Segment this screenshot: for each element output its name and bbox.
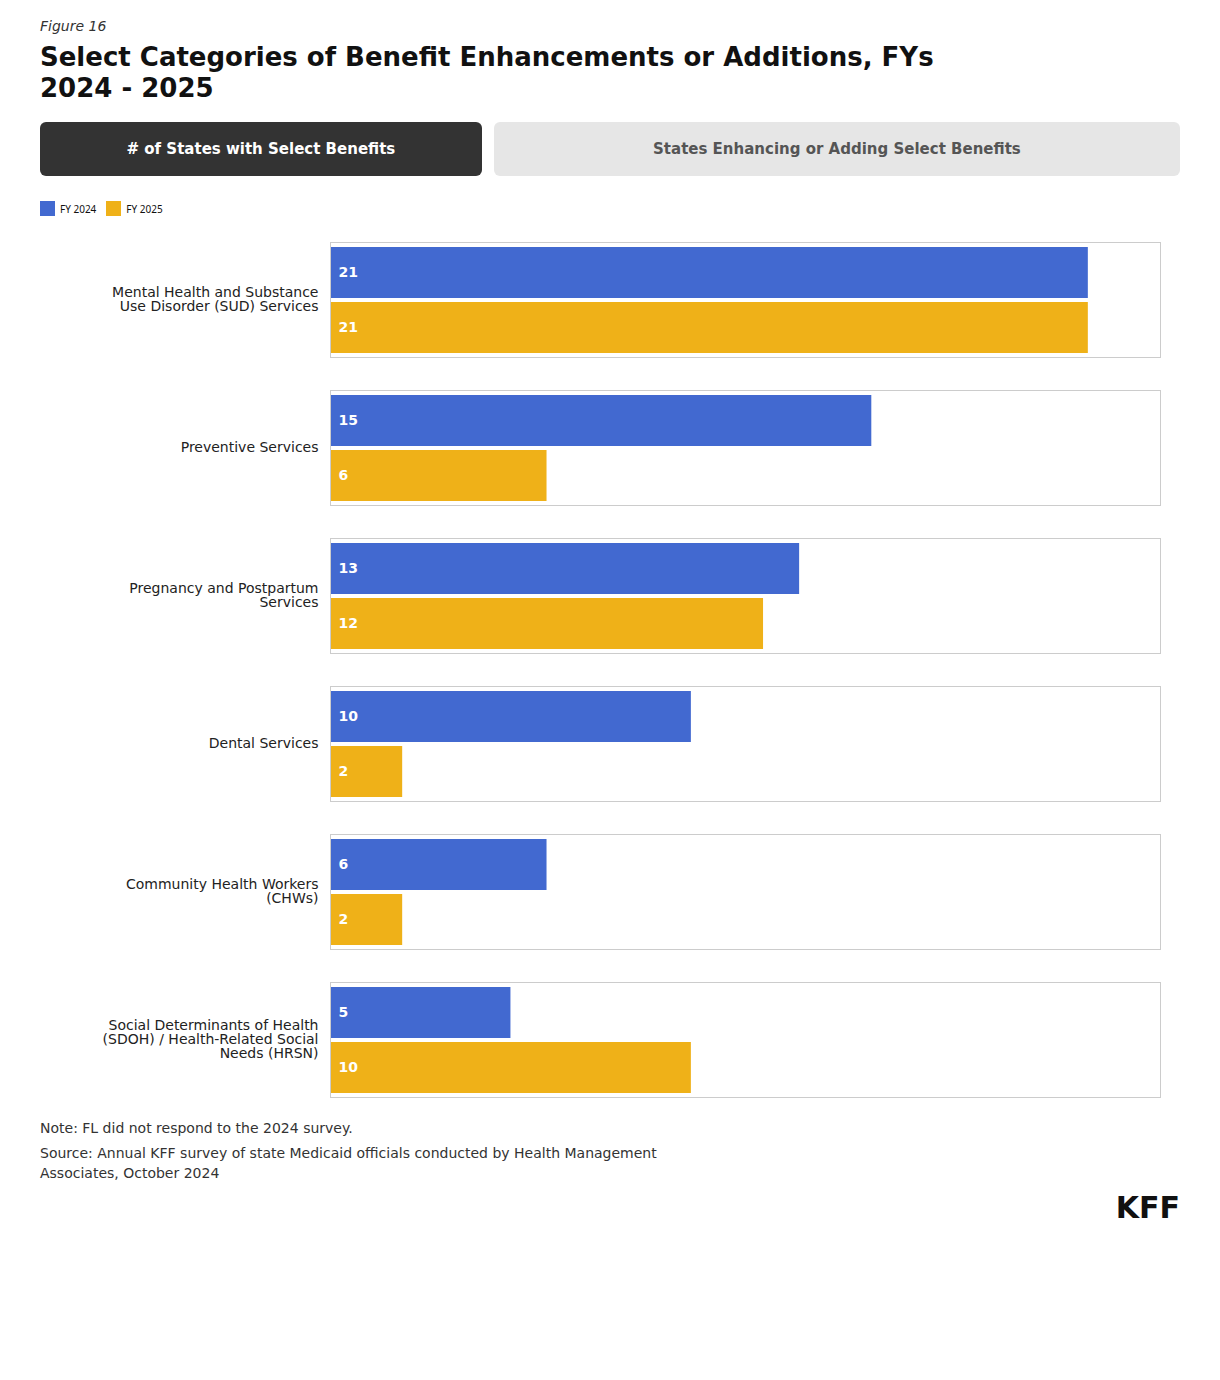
svg-text:Social Determinants of Health(: Social Determinants of Health(SDOH) / He… (103, 1018, 319, 1062)
html-text:Select Categories of Benefit E: Select Categories of Benefit Enhancement… (40, 42, 934, 104)
svg-text:Dental Services: Dental Services (209, 736, 319, 752)
html-text:KFF: KFF (1115, 1189, 1180, 1225)
svg-text:6: 6 (339, 857, 349, 873)
svg-text:Preventive Services: Preventive Services (181, 440, 319, 456)
svg-text:Pregnancy and PostpartumServic: Pregnancy and PostpartumServices (129, 581, 318, 611)
svg-text:21: 21 (339, 320, 358, 336)
html-text:FY 2025: FY 2025 (126, 201, 163, 216)
svg-text:Mental Health and SubstanceUse: Mental Health and SubstanceUse Disorder … (112, 285, 318, 315)
svg-text:Community Health Workers(CHWs): Community Health Workers(CHWs) (126, 877, 319, 907)
svg-text:2: 2 (339, 764, 349, 780)
html-text:States Enhancing or Adding Sel: States Enhancing or Adding Select Benefi… (653, 140, 1021, 159)
svg-text:12: 12 (339, 616, 358, 632)
svg-text:21: 21 (339, 265, 358, 281)
html-text:# of States with Select Benefi: # of States with Select Benefits (126, 140, 396, 159)
svg-text:6: 6 (339, 468, 349, 484)
svg-text:13: 13 (339, 561, 358, 577)
svg-text:10: 10 (339, 1060, 359, 1076)
svg-text:2: 2 (339, 912, 349, 928)
html-text:Source: Annual KFF survey of s: Source: Annual KFF survey of state Medic… (40, 1145, 657, 1181)
html-text:FY 2024: FY 2024 (60, 201, 97, 216)
svg-text:15: 15 (339, 413, 358, 429)
html-text:Figure 16: Figure 16 (40, 18, 107, 34)
svg-text:10: 10 (339, 709, 359, 725)
html-text:Note: FL did not respond to th: Note: FL did not respond to the 2024 sur… (40, 1120, 353, 1137)
svg-text:5: 5 (339, 1005, 349, 1021)
